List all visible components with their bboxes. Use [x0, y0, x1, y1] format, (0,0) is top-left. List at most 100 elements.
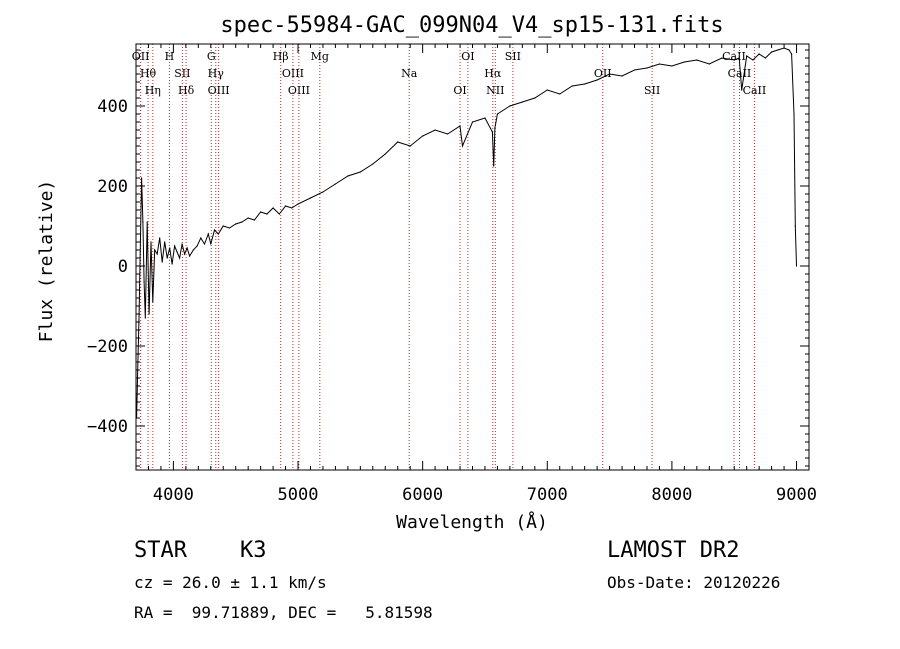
flux-point [148, 313, 150, 315]
object-class: STAR K3 [134, 538, 266, 563]
spectral-line-label: CaII [722, 50, 746, 63]
flux-point [397, 141, 399, 143]
flux-point [196, 245, 198, 247]
flux-point [708, 63, 710, 65]
flux-point [210, 243, 212, 245]
flux-point [200, 237, 202, 239]
spectral-line-label: CaII [743, 84, 767, 97]
flux-point [266, 213, 268, 215]
spectral-line-label: G [207, 50, 216, 63]
flux-point [169, 247, 171, 249]
y-axis: −400 −200 0 200 400 [87, 49, 809, 467]
obs-date-label: Obs-Date: 20120226 [607, 573, 781, 592]
flux-point [446, 133, 449, 135]
flux-point [788, 49, 790, 51]
x-tick-label: 8000 [651, 485, 692, 505]
y-axis-label: Flux (relative) [36, 180, 57, 343]
flux-point [188, 255, 191, 257]
x-tick-label: 9000 [776, 485, 817, 505]
flux-point [184, 253, 186, 255]
flux-point [179, 257, 181, 259]
flux-point [159, 237, 161, 239]
flux-point [141, 177, 143, 179]
flux-point [733, 59, 735, 61]
flux-point [222, 225, 224, 227]
y-tick-label: −200 [87, 337, 128, 357]
flux-point [228, 227, 231, 229]
flux-point [152, 301, 154, 303]
y-tick-label: 200 [97, 177, 128, 197]
flux-point [484, 117, 486, 119]
flux-point [176, 251, 178, 253]
flux-point [658, 63, 661, 65]
flux-point [150, 241, 152, 243]
flux-point [571, 85, 573, 87]
flux-point [741, 89, 743, 91]
x-tick-label: 4000 [153, 485, 194, 505]
spectral-line-label: OIII [288, 84, 310, 97]
x-tick-label: 6000 [402, 485, 443, 505]
flux-point [291, 207, 293, 209]
flux-point [166, 257, 168, 259]
y-tick-label: 400 [97, 97, 128, 117]
flux-point [322, 191, 324, 193]
flux-point [272, 207, 274, 209]
flux-point [146, 221, 148, 223]
flux-point [491, 131, 494, 133]
flux-point [144, 317, 146, 319]
x-tick-label: 7000 [527, 485, 568, 505]
spectral-line-label: H [165, 50, 175, 63]
flux-point [777, 49, 779, 51]
flux-point [494, 127, 496, 129]
spectral-line-label: SII [505, 50, 521, 63]
flux-point [671, 65, 673, 67]
flux-point [347, 175, 349, 177]
chart-title: spec-55984-GAC_099N04_V4_sp15-131.fits [220, 13, 723, 38]
flux-point [284, 205, 287, 207]
y-tick-label: −400 [87, 417, 128, 437]
flux-point [696, 59, 698, 61]
flux-point [247, 217, 249, 219]
flux-point [764, 57, 766, 59]
flux-point [142, 221, 144, 223]
flux-point [156, 253, 158, 255]
spectral-line-label: Hα [484, 67, 502, 80]
flux-point [372, 163, 374, 165]
flux-point [384, 153, 386, 155]
flux-point [633, 69, 636, 71]
x-tick-label: 5000 [278, 485, 319, 505]
spectral-line-label: OII [594, 67, 612, 80]
flux-line [136, 47, 797, 419]
flux-point [422, 135, 424, 137]
spectral-line-labels: OII Hθ Hη H SII Hδ G Hγ OIII Hβ OIII OIII Mg Na OI OI Hα… [132, 50, 766, 97]
spectral-line-label: SII [174, 67, 190, 80]
flux-point [584, 83, 586, 85]
spectral-line-label: Hθ [140, 67, 157, 80]
flux-point [192, 249, 194, 251]
spectral-line-markers [140, 44, 755, 470]
flux-point [596, 79, 598, 81]
flux-point [471, 121, 474, 123]
flux-point [546, 89, 548, 91]
flux-point [559, 93, 561, 95]
flux-point [171, 263, 173, 265]
spectral-line-label: Hη [145, 84, 161, 97]
flux-point [260, 211, 262, 213]
flux-point [181, 243, 183, 245]
spectral-line-label: NII [486, 84, 504, 97]
spectral-line-label: OIII [282, 67, 304, 80]
flux-point [509, 105, 511, 107]
spectral-line-label: Hδ [178, 84, 195, 97]
flux-point [207, 233, 209, 235]
class-label: STAR [134, 538, 187, 563]
spectral-line-label: Hγ [208, 67, 225, 80]
flux-point [521, 101, 523, 103]
subclass-label: K3 [239, 538, 267, 563]
flux-point [758, 53, 760, 55]
flux-point [161, 261, 163, 263]
flux-point [746, 55, 748, 57]
flux-point [241, 221, 243, 223]
x-axis-label: Wavelength (Å) [396, 511, 548, 533]
flux-point [278, 213, 280, 215]
